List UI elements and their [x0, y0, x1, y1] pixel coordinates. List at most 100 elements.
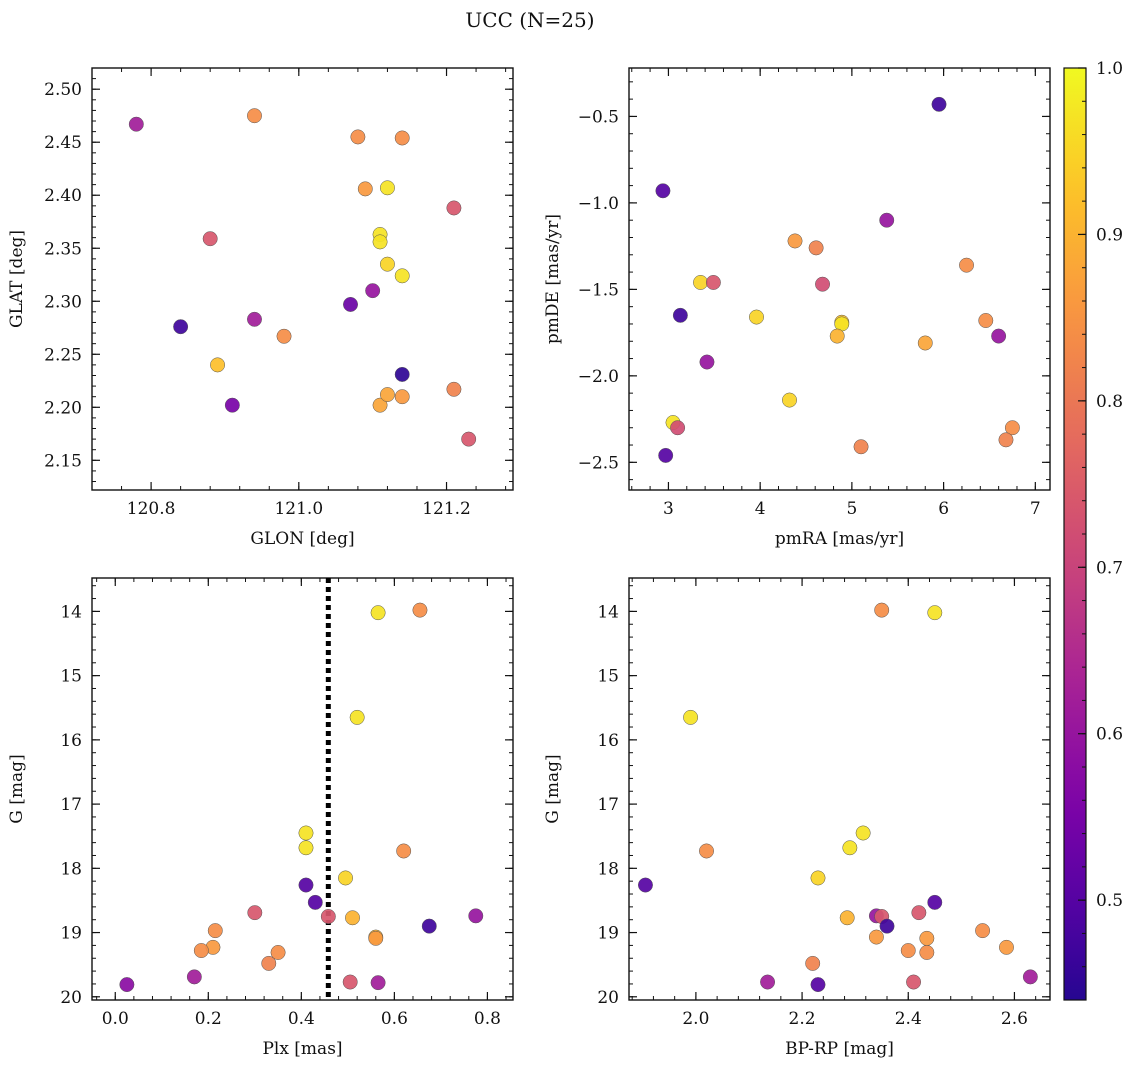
panel-3-x-tick-label: 0.8	[474, 1009, 501, 1029]
panel-4-x-tick-label: 2.0	[682, 1009, 709, 1029]
panel-2-x-tick-label: 3	[663, 499, 674, 519]
panel-3-data-point	[320, 909, 336, 924]
panel-2-data-point	[787, 233, 803, 249]
panel-4-data-point	[868, 929, 884, 945]
panel-4-data-point	[927, 605, 943, 621]
panel-4-data-point	[879, 918, 895, 934]
panel-3-data-point	[298, 825, 314, 841]
panel-1-y-tick-label: 2.45	[44, 133, 82, 153]
panel-2-x-tick-label: 4	[755, 499, 766, 519]
panel-2-y-tick-label: −1.0	[578, 194, 619, 214]
panel-4-x-axis-label: BP-RP [mag]	[785, 1039, 894, 1059]
panel-3-data-point	[396, 843, 412, 859]
panel-1-frame	[91, 67, 514, 491]
panel-1-y-tick-label: 2.35	[44, 239, 82, 259]
panel-2-data-point	[655, 183, 671, 199]
panel-2-data-point	[670, 420, 686, 436]
panel-4-frame	[628, 577, 1051, 1001]
panel-3-y-tick-label: 16	[60, 731, 82, 751]
panel-1-y-tick-label: 2.20	[44, 398, 82, 418]
panel-3-data-point	[247, 905, 263, 921]
panel-1-data-point	[394, 389, 410, 405]
panel-3-data-point	[349, 709, 365, 725]
panel-3-x-tick-label: 0.0	[102, 1009, 129, 1029]
panel-4-y-tick-label: 19	[597, 924, 619, 944]
panel-3-y-tick-label: 14	[60, 602, 82, 622]
panel-1-data-point	[202, 231, 218, 247]
panel-4-x-tick-label: 2.4	[895, 1009, 922, 1029]
colorbar-tick-label: 0.9	[1096, 225, 1123, 245]
panel-4-data-point	[760, 974, 776, 990]
panel-3-data-point	[468, 908, 484, 924]
panel-3-x-tick-label: 0.6	[381, 1009, 408, 1029]
panel-1-x-tick-label: 121.0	[274, 499, 323, 519]
panel-3-data-point	[342, 974, 358, 990]
panel-2-data-point	[853, 439, 869, 455]
panel-1-data-point	[446, 200, 462, 216]
panel-3-data-point	[338, 870, 353, 886]
panel-2-data-point	[829, 328, 845, 344]
panel-2-y-tick-label: −1.5	[578, 280, 619, 300]
panel-2-data-point	[991, 328, 1007, 344]
panel-2-data-point	[978, 313, 994, 328]
panel-4-y-tick-label: 15	[597, 667, 619, 687]
panel-1-data-point	[247, 108, 262, 124]
panel-1-data-point	[394, 366, 410, 382]
panel-4-data-point	[906, 974, 922, 990]
panel-4-y-tick-label: 20	[597, 988, 619, 1008]
panel-4-data-point	[699, 843, 714, 859]
panel-1-y-axis-label: GLAT [deg]	[7, 230, 27, 328]
panel-1-data-point	[357, 181, 373, 197]
colorbar-tick-label: 0.6	[1096, 725, 1123, 745]
panel-3-y-tick-label: 17	[60, 795, 82, 815]
panel-3-data-point	[368, 930, 384, 946]
panel-3-data-point	[207, 923, 223, 939]
panel-1-y-tick-label: 2.40	[44, 186, 82, 206]
panel-1-data-point	[394, 268, 410, 284]
panel-1-data-point	[128, 116, 144, 132]
panel-2-data-point	[1004, 420, 1020, 436]
panel-4-data-point	[810, 870, 826, 886]
panel-1-data-point	[394, 130, 410, 146]
panel-3-data-point	[270, 945, 286, 960]
panel-3-data-point	[298, 840, 314, 856]
panel-1-x-tick-label: 120.8	[127, 499, 176, 519]
panel-2-data-point	[705, 275, 721, 290]
panel-3-x-tick-label: 0.4	[288, 1009, 315, 1029]
panel-3-frame	[91, 577, 514, 1001]
panel-1-data-point	[247, 311, 262, 327]
panel-4-data-point	[874, 602, 890, 618]
panel-4-data-point	[839, 910, 855, 926]
panel-1-y-tick-label: 2.25	[44, 345, 82, 365]
panel-2-y-tick-label: −2.5	[578, 453, 619, 473]
panel-4-data-point	[638, 877, 653, 893]
panel-2-x-tick-label: 5	[846, 499, 857, 519]
colorbar-tick-label: 0.5	[1096, 891, 1123, 911]
panel-1-data-point	[343, 296, 358, 312]
panel-2-x-tick-label: 6	[938, 499, 949, 519]
panel-3-data-point	[307, 894, 323, 910]
panel-2-y-tick-label: −2.0	[578, 367, 619, 387]
panel-2-data-point	[699, 354, 715, 370]
panel-1-data-point	[461, 431, 477, 447]
panel-1-data-point	[365, 283, 381, 299]
panel-2-data-point	[672, 307, 688, 323]
panel-4-data-point	[683, 709, 699, 725]
panel-2-x-axis-label: pmRA [mas/yr]	[775, 529, 904, 549]
panel-1-data-point	[379, 180, 395, 196]
panel-1-data-point	[379, 387, 395, 403]
colorbar-tick-label: 0.8	[1096, 392, 1123, 412]
panel-3-y-tick-label: 20	[60, 988, 82, 1008]
panel-2-frame	[628, 67, 1051, 491]
panel-3-data-point	[119, 977, 135, 993]
panel-2-data-point	[879, 212, 895, 228]
panel-4-data-point	[842, 840, 858, 856]
panel-3-data-point	[370, 975, 386, 991]
panel-4-data-point	[855, 825, 871, 841]
panel-3-y-tick-label: 19	[60, 924, 82, 944]
panel-1-y-tick-label: 2.30	[44, 292, 82, 312]
panel-2-data-point	[998, 432, 1014, 448]
panel-4-data-point	[810, 977, 826, 993]
